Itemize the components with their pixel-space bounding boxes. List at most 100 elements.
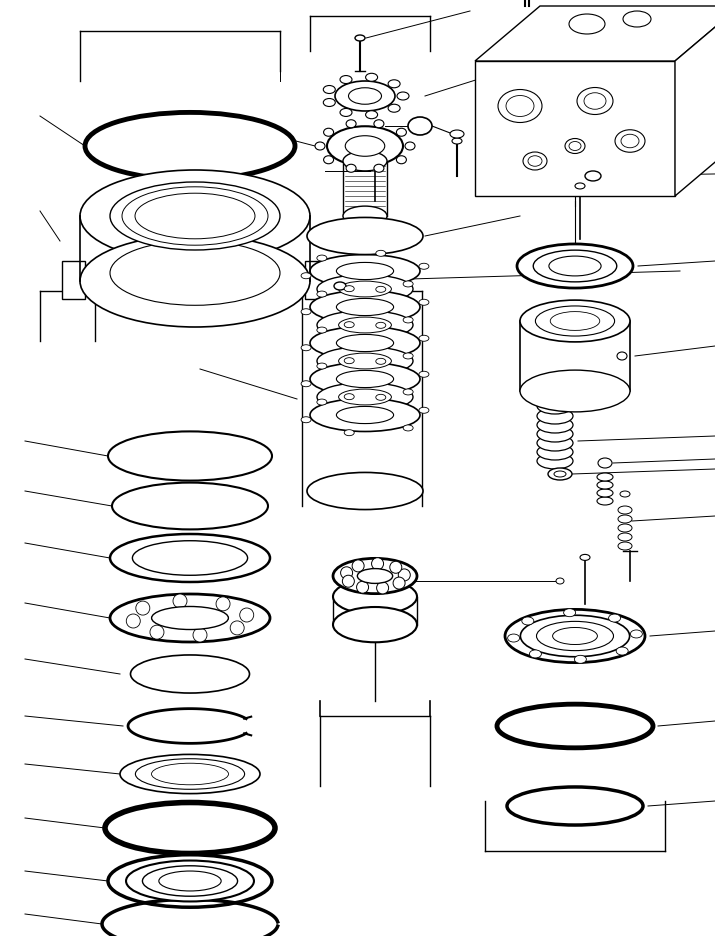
Ellipse shape <box>122 187 268 246</box>
Ellipse shape <box>376 323 386 329</box>
Ellipse shape <box>508 635 520 642</box>
Ellipse shape <box>577 88 613 115</box>
Ellipse shape <box>408 118 432 136</box>
Ellipse shape <box>324 129 334 137</box>
Ellipse shape <box>323 99 335 108</box>
Ellipse shape <box>548 469 572 480</box>
Ellipse shape <box>80 170 310 263</box>
Ellipse shape <box>533 251 617 283</box>
Ellipse shape <box>419 408 429 414</box>
Ellipse shape <box>301 310 311 315</box>
Ellipse shape <box>537 454 573 470</box>
Ellipse shape <box>403 317 413 324</box>
Ellipse shape <box>333 607 417 643</box>
Ellipse shape <box>355 36 365 42</box>
Ellipse shape <box>419 372 429 378</box>
Ellipse shape <box>616 648 628 655</box>
Ellipse shape <box>339 317 391 333</box>
Ellipse shape <box>537 399 573 415</box>
Ellipse shape <box>597 490 613 497</box>
Ellipse shape <box>339 354 391 370</box>
Ellipse shape <box>327 127 403 167</box>
Ellipse shape <box>608 614 621 622</box>
Ellipse shape <box>365 111 378 120</box>
Circle shape <box>398 569 410 581</box>
Ellipse shape <box>336 300 393 316</box>
Ellipse shape <box>537 427 573 443</box>
Ellipse shape <box>344 394 354 401</box>
Ellipse shape <box>618 516 632 523</box>
Ellipse shape <box>307 473 423 510</box>
Polygon shape <box>675 7 715 197</box>
Circle shape <box>390 562 402 574</box>
Ellipse shape <box>522 618 534 625</box>
Ellipse shape <box>554 472 566 477</box>
Ellipse shape <box>85 113 295 181</box>
Circle shape <box>393 578 405 590</box>
Ellipse shape <box>537 445 573 461</box>
Ellipse shape <box>324 156 334 165</box>
Ellipse shape <box>317 275 413 304</box>
Ellipse shape <box>152 607 228 630</box>
Ellipse shape <box>617 353 627 360</box>
Ellipse shape <box>344 322 354 329</box>
Ellipse shape <box>336 335 393 352</box>
Ellipse shape <box>348 89 382 105</box>
Ellipse shape <box>344 431 354 436</box>
Ellipse shape <box>131 655 250 694</box>
Ellipse shape <box>598 459 612 469</box>
Ellipse shape <box>536 307 615 337</box>
Ellipse shape <box>346 121 356 128</box>
Ellipse shape <box>310 363 420 396</box>
Circle shape <box>150 625 164 639</box>
Ellipse shape <box>135 759 245 789</box>
Ellipse shape <box>333 559 417 594</box>
Ellipse shape <box>344 286 354 292</box>
Ellipse shape <box>317 364 327 370</box>
Ellipse shape <box>376 395 386 401</box>
Ellipse shape <box>376 287 386 293</box>
Ellipse shape <box>618 543 632 550</box>
Ellipse shape <box>618 506 632 515</box>
Ellipse shape <box>317 383 413 412</box>
Ellipse shape <box>339 389 391 405</box>
Circle shape <box>342 576 355 588</box>
Ellipse shape <box>565 139 585 154</box>
Ellipse shape <box>340 77 352 84</box>
Ellipse shape <box>403 389 413 396</box>
Polygon shape <box>305 262 328 300</box>
Circle shape <box>173 594 187 608</box>
Ellipse shape <box>396 156 406 165</box>
Circle shape <box>352 561 364 572</box>
Ellipse shape <box>537 435 573 451</box>
Ellipse shape <box>301 345 311 351</box>
Ellipse shape <box>631 630 642 638</box>
Ellipse shape <box>621 135 639 149</box>
Ellipse shape <box>110 534 270 582</box>
Ellipse shape <box>335 82 395 112</box>
Ellipse shape <box>574 655 586 664</box>
Ellipse shape <box>553 628 598 645</box>
Ellipse shape <box>597 474 613 481</box>
Ellipse shape <box>537 408 573 425</box>
Ellipse shape <box>112 483 268 530</box>
Ellipse shape <box>618 534 632 541</box>
Ellipse shape <box>301 381 311 388</box>
Ellipse shape <box>317 328 327 334</box>
Ellipse shape <box>336 407 393 424</box>
Ellipse shape <box>450 131 464 139</box>
Ellipse shape <box>388 105 400 113</box>
Ellipse shape <box>346 165 356 173</box>
Ellipse shape <box>506 96 534 117</box>
Ellipse shape <box>317 312 413 340</box>
Polygon shape <box>475 62 675 197</box>
Ellipse shape <box>615 131 645 154</box>
Ellipse shape <box>497 705 653 748</box>
Ellipse shape <box>507 787 643 826</box>
Ellipse shape <box>551 313 600 331</box>
Ellipse shape <box>498 91 542 124</box>
Ellipse shape <box>110 183 280 251</box>
Ellipse shape <box>529 651 541 658</box>
Ellipse shape <box>528 156 542 167</box>
Ellipse shape <box>376 358 386 365</box>
